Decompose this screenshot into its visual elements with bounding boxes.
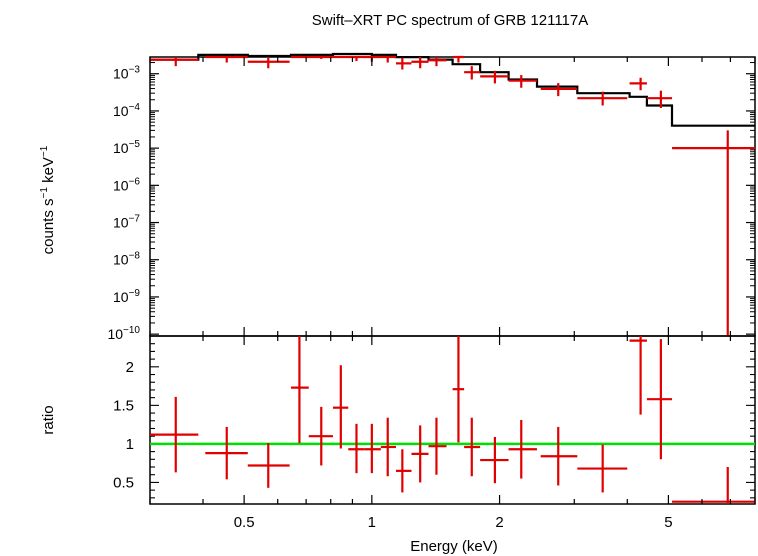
top-y-tick-label: 10−9 bbox=[113, 288, 140, 305]
top-data-points bbox=[150, 55, 755, 336]
top-data-point bbox=[480, 70, 509, 84]
ratio-data-point bbox=[646, 339, 673, 460]
ratio-data-point bbox=[247, 443, 290, 488]
ratio-data-point bbox=[452, 336, 465, 443]
tick-exponent: −3 bbox=[129, 65, 141, 76]
top-y-tick-label: 10−10 bbox=[107, 325, 140, 342]
bottom-data-points bbox=[150, 336, 755, 504]
top-y-ticks: 10−310−410−510−610−710−810−910−10 bbox=[107, 62, 755, 342]
top-data-point bbox=[428, 57, 447, 67]
tick-base: 10 bbox=[113, 177, 129, 193]
ratio-data-point bbox=[464, 417, 481, 477]
bottom-y-tick-label: 2 bbox=[126, 359, 134, 376]
top-data-point bbox=[364, 55, 381, 62]
ratio-data-point bbox=[577, 444, 628, 493]
x-tick-label: 0.5 bbox=[234, 514, 255, 531]
ratio-data-point bbox=[364, 423, 381, 474]
ratio-data-point bbox=[308, 406, 334, 466]
top-data-point bbox=[452, 55, 465, 63]
top-y-axis-label: counts s−1 keV−1 bbox=[39, 145, 57, 254]
ratio-data-point bbox=[205, 426, 248, 480]
top-data-point bbox=[205, 55, 248, 63]
ratio-data-point bbox=[428, 417, 447, 475]
top-data-point bbox=[577, 91, 628, 106]
bottom-panel-frame bbox=[149, 335, 756, 505]
tick-exponent: −9 bbox=[129, 288, 141, 299]
top-data-point bbox=[308, 55, 334, 59]
bottom-y-ticks: 0.5 1 1.5 2 bbox=[113, 343, 755, 499]
tick-base: 10 bbox=[113, 215, 129, 231]
ratio-data-point bbox=[411, 425, 429, 483]
top-data-point bbox=[411, 57, 429, 69]
top-data-point bbox=[395, 57, 412, 70]
tick-exponent: −7 bbox=[129, 214, 141, 225]
tick-base: 10 bbox=[113, 66, 129, 82]
ylabel-exp-2: −1 bbox=[39, 145, 50, 157]
ylabel-exp-1: −1 bbox=[39, 187, 50, 199]
ylabel-part-2: keV bbox=[40, 157, 57, 187]
ylabel-part-1: counts s bbox=[40, 198, 57, 254]
bottom-panel: 0.5 1 1.5 2 ratio bbox=[40, 335, 756, 505]
tick-exponent: −5 bbox=[129, 139, 141, 150]
ratio-data-point bbox=[291, 336, 309, 444]
tick-base: 10 bbox=[113, 289, 129, 305]
x-tick-label: 5 bbox=[664, 514, 672, 531]
ratio-data-point bbox=[480, 436, 509, 484]
tick-base: 10 bbox=[113, 103, 129, 119]
top-y-tick-label: 10−6 bbox=[113, 176, 140, 193]
top-data-point bbox=[464, 66, 481, 80]
ratio-data-point bbox=[672, 467, 755, 504]
x-tick-label: 2 bbox=[495, 514, 503, 531]
ratio-data-point bbox=[150, 396, 199, 473]
tick-exponent: −10 bbox=[123, 325, 140, 336]
x-axis-ticks: 0.5 1 2 5 bbox=[149, 57, 756, 531]
tick-base: 10 bbox=[107, 326, 123, 342]
bottom-y-axis-label: ratio bbox=[40, 405, 57, 434]
tick-base: 10 bbox=[113, 252, 129, 268]
top-y-tick-label: 10−5 bbox=[113, 139, 140, 156]
ratio-data-point bbox=[629, 336, 647, 415]
ratio-data-point bbox=[508, 420, 537, 479]
top-data-point bbox=[247, 57, 290, 69]
model-line bbox=[150, 52, 755, 127]
tick-exponent: −8 bbox=[129, 251, 141, 262]
top-data-point bbox=[540, 83, 578, 97]
x-tick-label: 1 bbox=[368, 514, 376, 531]
top-data-point bbox=[646, 90, 673, 108]
bottom-y-tick-label: 1 bbox=[126, 436, 134, 453]
top-data-point bbox=[150, 57, 199, 67]
ratio-data-point bbox=[380, 417, 396, 477]
x-axis-label: Energy (keV) bbox=[410, 538, 498, 555]
top-data-point bbox=[508, 75, 537, 88]
top-data-point bbox=[672, 130, 755, 336]
top-data-point bbox=[629, 77, 647, 91]
top-y-tick-label: 10−7 bbox=[113, 214, 140, 231]
top-data-point bbox=[380, 55, 396, 63]
ratio-data-point bbox=[540, 426, 578, 486]
tick-exponent: −6 bbox=[129, 176, 141, 187]
chart-title: Swift–XRT PC spectrum of GRB 121117A bbox=[312, 12, 589, 29]
top-y-tick-label: 10−4 bbox=[113, 102, 140, 119]
tick-exponent: −4 bbox=[129, 102, 141, 113]
bottom-y-tick-label: 1.5 bbox=[113, 397, 134, 414]
ratio-data-point bbox=[333, 365, 349, 449]
bottom-y-tick-label: 0.5 bbox=[113, 474, 134, 491]
model-step-path bbox=[150, 52, 755, 127]
top-data-point bbox=[348, 55, 365, 62]
tick-base: 10 bbox=[113, 140, 129, 156]
top-y-tick-label: 10−8 bbox=[113, 251, 140, 268]
top-panel: 10−310−410−510−610−710−810−910−10 counts… bbox=[39, 52, 756, 342]
ratio-data-point bbox=[348, 423, 365, 474]
ratio-data-point bbox=[395, 449, 412, 493]
top-y-tick-label: 10−3 bbox=[113, 65, 140, 82]
